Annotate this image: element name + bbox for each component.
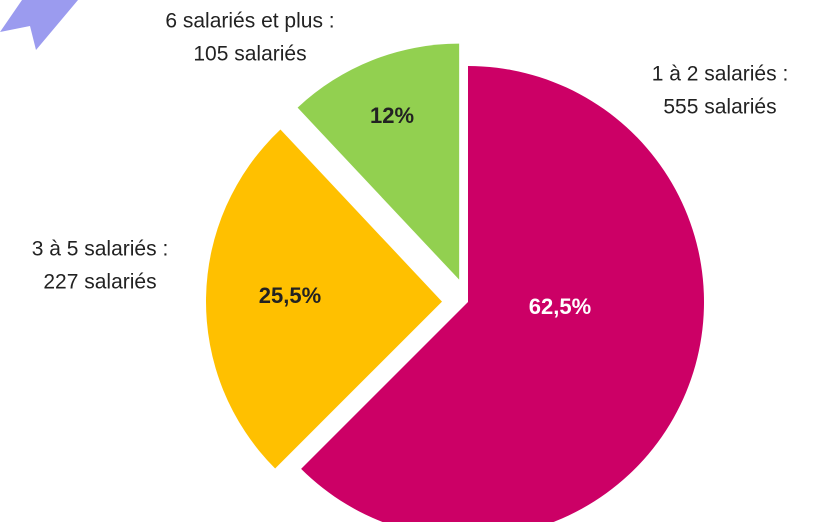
decorative-arrow	[0, 0, 78, 50]
count-label: 227 salariés	[43, 271, 156, 294]
value-label: 12%	[370, 103, 414, 128]
pie-slice	[301, 66, 704, 522]
pie-slice	[297, 43, 460, 280]
category-label: 1 à 2 salariés :	[652, 63, 789, 86]
count-label: 555 salariés	[663, 96, 776, 119]
count-label: 105 salariés	[193, 43, 306, 66]
value-label: 62,5%	[529, 294, 591, 319]
category-label: 6 salariés et plus :	[165, 10, 334, 33]
pie-slice	[206, 129, 443, 469]
category-label: 3 à 5 salariés :	[32, 238, 169, 261]
value-label: 25,5%	[259, 283, 321, 308]
